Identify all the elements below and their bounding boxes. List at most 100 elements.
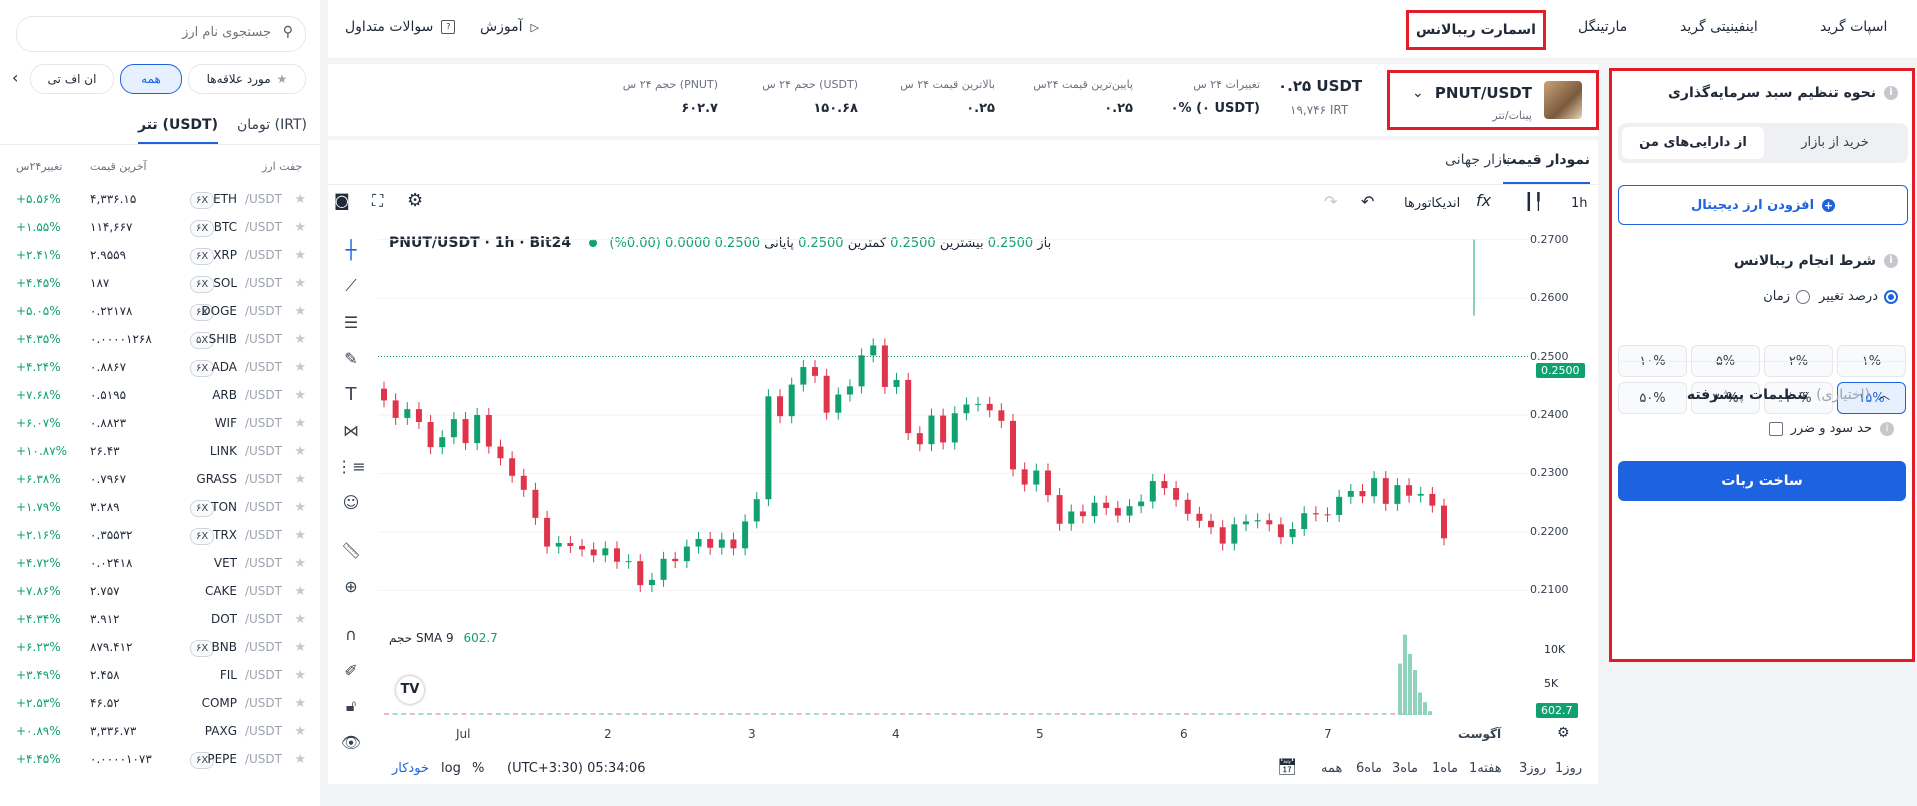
faq-link[interactable]: سوالات متداول ? [345, 19, 456, 35]
timeframe-option[interactable]: 1روز [1555, 761, 1583, 776]
timeframe-option[interactable]: 1هفته [1469, 761, 1502, 776]
header-pair[interactable]: جفت ارز [262, 160, 303, 173]
lock-drawing-icon[interactable]: ✐ [344, 660, 358, 680]
market-row[interactable]: +۵.۰۵% ۰.۲۲۱۷۸ ۶X/USDT DOGE ★ [0, 298, 320, 326]
market-row[interactable]: +۱.۷۹% ۳.۲۸۹ ۶X/USDT TON ★ [0, 494, 320, 522]
timeframe-option[interactable]: 6ماه [1356, 761, 1383, 776]
camera-icon[interactable]: ◙ [334, 191, 350, 210]
prediction-icon[interactable]: ⋮≡ [336, 456, 366, 476]
market-row[interactable]: +۷.۸۶% ۲.۷۵۷/USDT CAKE ★ [0, 578, 320, 606]
star-icon[interactable]: ★ [294, 472, 306, 487]
percent-option[interactable]: ۱۵% [1837, 382, 1906, 414]
star-icon[interactable]: ★ [294, 248, 306, 263]
volume-chart[interactable] [378, 625, 1528, 725]
star-icon[interactable]: ★ [294, 668, 306, 683]
star-icon[interactable]: ★ [294, 752, 306, 767]
market-row[interactable]: +۰.۸۹% ۳,۳۳۶.۷۳/USDT PAXG ★ [0, 718, 320, 746]
function-icon[interactable]: fx [1476, 191, 1492, 210]
axis-settings-icon[interactable]: ⚙ [1557, 725, 1570, 741]
star-icon[interactable]: ★ [294, 696, 306, 711]
info-icon[interactable]: i [1880, 421, 1894, 436]
emoji-icon[interactable]: ☺ [342, 492, 360, 512]
market-row[interactable]: +۶.۲۳% ۸۷۹.۴۱۲ ۶X/USDT BNB ★ [0, 634, 320, 662]
segment-buy-market[interactable]: خرید از بازار [1801, 135, 1869, 150]
tab-irt[interactable]: تومان (IRT) [237, 117, 307, 133]
date-range-icon[interactable]: 📅︎ [1277, 757, 1298, 776]
market-row[interactable]: +۲.۴۱% ۲.۹۵۵۹ ۶X/USDT XRP ★ [0, 242, 320, 270]
market-row[interactable]: +۷.۶۸% ۰.۵۱۹۵/USDT ARB ★ [0, 382, 320, 410]
info-icon[interactable]: i [1884, 86, 1898, 100]
market-row[interactable]: +۱۰.۸۷% ۲۶.۴۳/USDT LINK ★ [0, 438, 320, 466]
market-row[interactable]: +۴.۲۴% ۰.۸۸۶۷ ۶X/USDT ADA ★ [0, 354, 320, 382]
text-icon[interactable]: T [345, 383, 357, 405]
percent-option[interactable]: ۳۰% [1691, 382, 1760, 414]
star-icon[interactable]: ★ [294, 500, 306, 515]
chevron-down-icon[interactable]: ⌄ [1412, 85, 1424, 101]
tab-global-market[interactable]: بازار جهانی [1445, 152, 1510, 168]
pattern-icon[interactable]: ⋈ [343, 420, 359, 440]
star-icon[interactable]: ★ [294, 388, 306, 403]
percent-toggle[interactable]: % [472, 761, 485, 776]
radio-percent-change[interactable]: درصد تغییر [1819, 289, 1898, 304]
checkbox-icon[interactable] [1768, 421, 1783, 436]
star-icon[interactable]: ★ [294, 724, 306, 739]
header-last-price[interactable]: آخرین قیمت [90, 160, 147, 173]
market-row[interactable]: +۲.۵۳% ۴۶.۵۲/USDT COMP ★ [0, 690, 320, 718]
percent-option[interactable]: ۲۰% [1764, 382, 1833, 414]
star-icon[interactable]: ★ [294, 332, 306, 347]
gear-icon[interactable]: ⚙ [407, 190, 424, 211]
tab-price-chart[interactable]: نمودار قیمت [1502, 152, 1590, 184]
market-row[interactable]: +۴.۳۴% ۳.۹۱۲/USDT DOT ★ [0, 606, 320, 634]
tradingview-logo[interactable]: TV [396, 676, 424, 704]
star-icon[interactable]: ★ [294, 640, 306, 655]
search-box[interactable]: ⚲ [16, 16, 306, 52]
zoom-in-icon[interactable]: ⊕ [344, 576, 358, 596]
star-icon[interactable]: ★ [294, 360, 306, 375]
pair-selector[interactable]: PNUT/USDT پینات/تتر ⌄ [1387, 70, 1599, 130]
market-row[interactable]: +۴.۳۵% ۰.۰۰۰۰۱۲۶۸ ۵X/USDT SHIB ★ [0, 326, 320, 354]
tutorial-link[interactable]: آموزش ▷ [480, 19, 539, 35]
crosshair-icon[interactable]: ┼ [345, 239, 357, 261]
indicators-button[interactable]: اندیکاتورها [1404, 196, 1461, 211]
star-icon[interactable]: ★ [294, 416, 306, 431]
fullscreen-icon[interactable]: ⛶ [372, 191, 384, 210]
tp-sl-option[interactable]: حد سود و ضرر i [1768, 421, 1904, 436]
tab-infinity-grid[interactable]: اینفینیتی گرید [1680, 19, 1758, 35]
star-icon[interactable]: ★ [294, 444, 306, 459]
segment-my-assets[interactable]: از دارایی‌های من [1622, 127, 1764, 159]
star-icon[interactable]: ★ [294, 584, 306, 599]
tab-spot-grid[interactable]: اسپات گرید [1820, 19, 1888, 35]
log-toggle[interactable]: log [441, 761, 461, 776]
add-coin-button[interactable]: افزودن ارز دیجیتال + [1618, 185, 1908, 225]
market-row[interactable]: +۶.۳۸% ۰.۷۹۶۷/USDT GRASS ★ [0, 466, 320, 494]
tab-smart-rebalance[interactable]: اسمارت ریبالانس [1406, 10, 1546, 50]
timeframe-option[interactable]: 3ماه [1392, 761, 1419, 776]
star-icon[interactable]: ★ [294, 556, 306, 571]
tab-martingale[interactable]: مارتینگل [1578, 19, 1628, 35]
timeframe-option[interactable]: 3روز [1519, 761, 1547, 776]
filter-favorites[interactable]: مورد علاقه‌ها ★ [188, 64, 306, 94]
trend-line-icon[interactable]: ⟋ [345, 276, 357, 295]
filter-all[interactable]: همه [120, 64, 182, 94]
undo-icon[interactable]: ↶ [1361, 192, 1375, 211]
auto-toggle[interactable]: خودکار [392, 761, 429, 776]
star-icon[interactable]: ★ [294, 220, 306, 235]
market-row[interactable]: +۴.۴۵% ۰.۰۰۰۰۱۰۷۳ ۶X/USDT PEPE ★ [0, 746, 320, 774]
header-change[interactable]: تغییر۲۴س [16, 160, 63, 173]
filter-nft[interactable]: ان اف تی [30, 64, 114, 94]
star-icon[interactable]: ★ [294, 612, 306, 627]
timeframe-option[interactable]: همه [1321, 761, 1343, 776]
tab-usdt[interactable]: تتر (USDT) [138, 108, 218, 144]
fib-lines-icon[interactable]: ☰ [343, 312, 359, 332]
eye-icon[interactable]: 👁︎ [340, 732, 362, 752]
ruler-icon[interactable]: 📏︎ [340, 540, 362, 560]
scroll-left-chevron[interactable]: ‹ [12, 68, 19, 87]
market-row[interactable]: +۴.۴۵% ۱۸۷ ۶X/USDT SOL ★ [0, 270, 320, 298]
advanced-settings-toggle[interactable]: تنظیمات پیشرفته (اختیاری) ︿ [1687, 386, 1898, 403]
market-row[interactable]: +۵.۵۶% ۴,۳۳۶.۱۵ ۶X/USDT ETH ★ [0, 186, 320, 214]
market-row[interactable]: +۴.۷۲% ۰.۰۲۴۱۸/USDT VET ★ [0, 550, 320, 578]
create-bot-button[interactable]: ساخت ربات [1618, 461, 1906, 501]
radio-time[interactable]: زمان [1763, 289, 1810, 304]
magnet-icon[interactable]: ∩ [345, 624, 357, 644]
interval-button[interactable]: 1h [1571, 196, 1588, 211]
